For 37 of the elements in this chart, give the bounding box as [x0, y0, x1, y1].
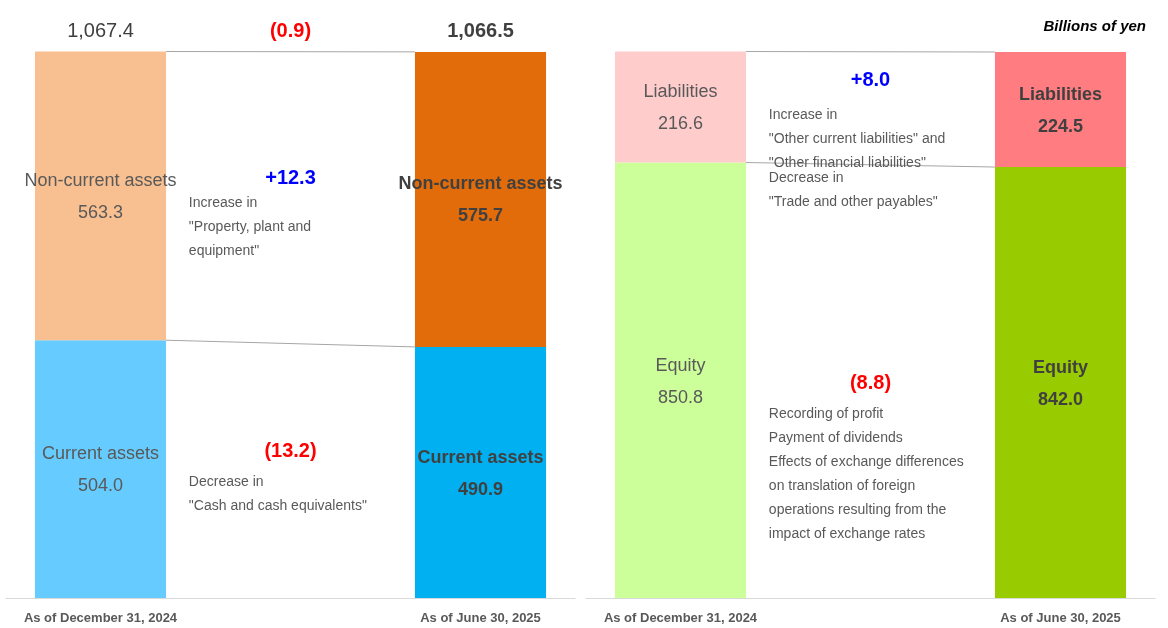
chart-subtitle: Billions of yen — [1043, 17, 1147, 35]
data-label: 850.8 — [657, 386, 704, 407]
text: Current assets — [41, 443, 160, 464]
bar — [614, 162, 747, 599]
text: Equity — [655, 354, 706, 375]
series-label: Equity — [1033, 356, 1089, 377]
x-tick-label: As of June 30, 2025 — [420, 609, 541, 625]
data-label: 490.9 — [457, 478, 504, 499]
total-label: 1,066.5 — [447, 19, 514, 42]
x-tick-label: As of December 31, 2024 — [23, 609, 178, 625]
data-label: 575.7 — [457, 205, 504, 226]
annotation: (13.2) — [264, 438, 317, 461]
data-label: 224.5 — [1037, 115, 1084, 136]
annotation: Recording of profit Payment of dividends Effects of exchange differences on translation of foreign operations resulting from the impact of exchange rates — [768, 404, 964, 541]
x-tick-label: As of June 30, 2025 — [1000, 609, 1121, 625]
annotation: +12.3 — [265, 166, 316, 189]
data-label: 842.0 — [1037, 388, 1084, 409]
data-label: 563.3 — [77, 201, 124, 222]
series-label: Current assets — [417, 446, 544, 467]
data-label: 504.0 — [77, 475, 124, 496]
bar — [994, 167, 1127, 599]
total-label: 1,067.4 — [67, 18, 134, 41]
annotation: Increase in "Other current liabilities" and "Other financial liabilities" — [768, 106, 946, 171]
bar — [34, 340, 167, 599]
bar — [614, 51, 747, 163]
x-tick-label: As of December 31, 2024 — [603, 609, 758, 625]
bar — [414, 346, 547, 599]
series-label: Liabilities — [1018, 83, 1103, 104]
text: (0.9) — [269, 18, 312, 41]
annotation: Increase in "Property, plant and equipment" — [188, 193, 312, 258]
annotation: Decrease in "Trade and other payables" — [768, 169, 938, 210]
annotation: Decrease in "Cash and cash equivalents" — [188, 472, 367, 513]
annotation: +8.0 — [850, 67, 891, 90]
data-label: 216.6 — [657, 113, 704, 134]
bar — [994, 51, 1127, 168]
text: Liabilities — [643, 81, 718, 102]
annotation: (8.8) — [849, 370, 892, 393]
